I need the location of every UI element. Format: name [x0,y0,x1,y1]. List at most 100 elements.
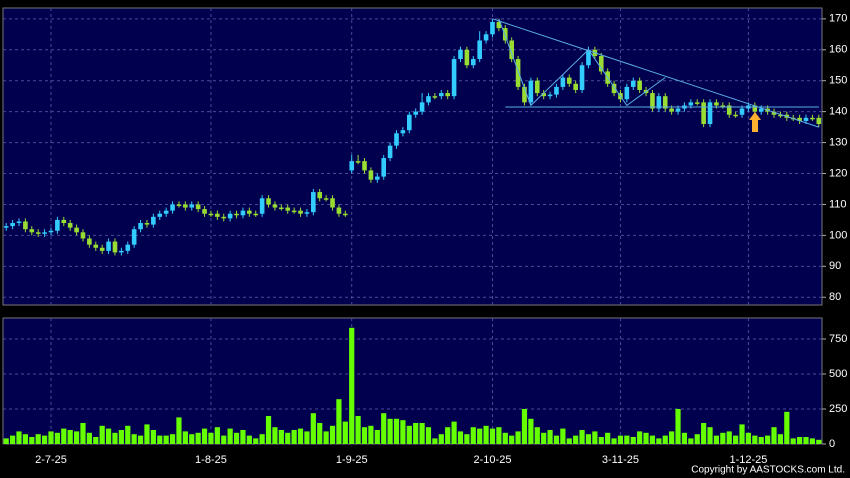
volume-bar [3,438,9,444]
candle-body [458,49,463,60]
volume-bar [61,428,67,444]
y-tick-label: 170 [829,13,847,25]
candle-body [368,170,374,180]
volume-bar [342,421,348,444]
volume-bar [99,425,105,444]
trendline [492,18,819,128]
candle-body [221,216,227,219]
candle-body [298,210,303,214]
volume-bar [125,425,131,444]
volume-bar [425,427,432,444]
volume-bar [624,435,630,444]
y-tick-label: 120 [829,167,847,179]
volume-bar [73,431,80,444]
volume-bar [541,432,547,444]
volume-bar [605,432,611,444]
candle-body [470,59,476,66]
volume-bar [534,427,540,444]
volume-bar [150,430,156,444]
volume-bar [470,427,476,444]
volume-bar [157,435,163,444]
volume-bar [573,435,579,444]
candle-body [694,102,700,104]
candle-body [131,229,137,245]
volume-bar [259,434,265,444]
candle-body [810,117,815,120]
volume-bar [208,432,214,444]
candle-body [816,117,822,125]
candle-body [93,244,99,248]
candle-body [170,204,175,211]
candle-body [528,80,534,103]
volume-bar [739,424,745,444]
volume-bar [688,438,694,444]
y-tick-label: 0 [829,438,835,450]
volume-bar [797,437,803,444]
candle-body [477,40,482,60]
volume-bar [336,399,342,444]
candle-body [23,221,28,230]
volume-bar [451,421,457,444]
volume-bar [483,425,489,444]
candle-body [151,216,156,225]
candle-body [554,86,559,95]
candle-body [183,204,188,208]
volume-bar [265,416,272,444]
candle-body [566,77,572,84]
volume-bar [29,437,35,444]
volume-bar [630,437,636,444]
copyright: Copyright by AASTOCKS.com Ltd. [691,465,845,476]
candle-body [445,93,450,97]
candle-body [323,198,329,200]
volume-bar [381,413,387,444]
x-tick-label: 2-7-25 [35,454,67,466]
candle-body [279,207,284,210]
candle-body [55,219,60,231]
x-tick-label: 1-12-25 [729,454,767,466]
volume-bar [144,424,150,444]
y-tick-label: 110 [829,198,847,210]
candle-body [112,241,118,253]
volume-bar [329,425,336,444]
candle-body [80,232,86,239]
candle-body [266,198,271,205]
y-tick-label: 100 [829,229,847,241]
y-tick-label: 250 [829,403,847,415]
volume-bar [720,432,726,444]
volume-bar [278,430,284,444]
volume-bar [681,432,688,444]
candle-body [579,65,585,90]
volume-bar [438,434,444,444]
volume-bar [406,425,412,444]
candle-body [259,198,265,214]
candle-body [547,94,553,97]
candle-body [701,102,706,125]
candle-body [157,213,163,217]
candle-body [650,93,655,109]
candle-body [240,210,246,216]
candle-body [381,158,387,177]
volume-bar [246,435,252,444]
y-tick-label: 150 [829,75,847,87]
volume-bar [54,432,60,444]
candle-body [714,102,719,106]
candle-body [451,59,457,97]
candle-body [343,213,348,216]
candle-body [778,114,783,117]
volume-bar [221,435,227,444]
candle-body [496,21,502,29]
candle-body [522,86,527,103]
candle-body [375,176,380,180]
volume-bar [669,431,675,444]
candle-body [611,83,617,94]
candle-body [87,238,92,245]
candle-body [106,241,111,251]
volume-bar [675,409,681,444]
volume-panel [2,317,823,445]
volume-bar [745,432,752,444]
candle-body [432,96,438,98]
volume-bar [297,428,304,444]
x-tick-label: 3-11-25 [602,454,639,466]
candle-body [426,96,431,103]
